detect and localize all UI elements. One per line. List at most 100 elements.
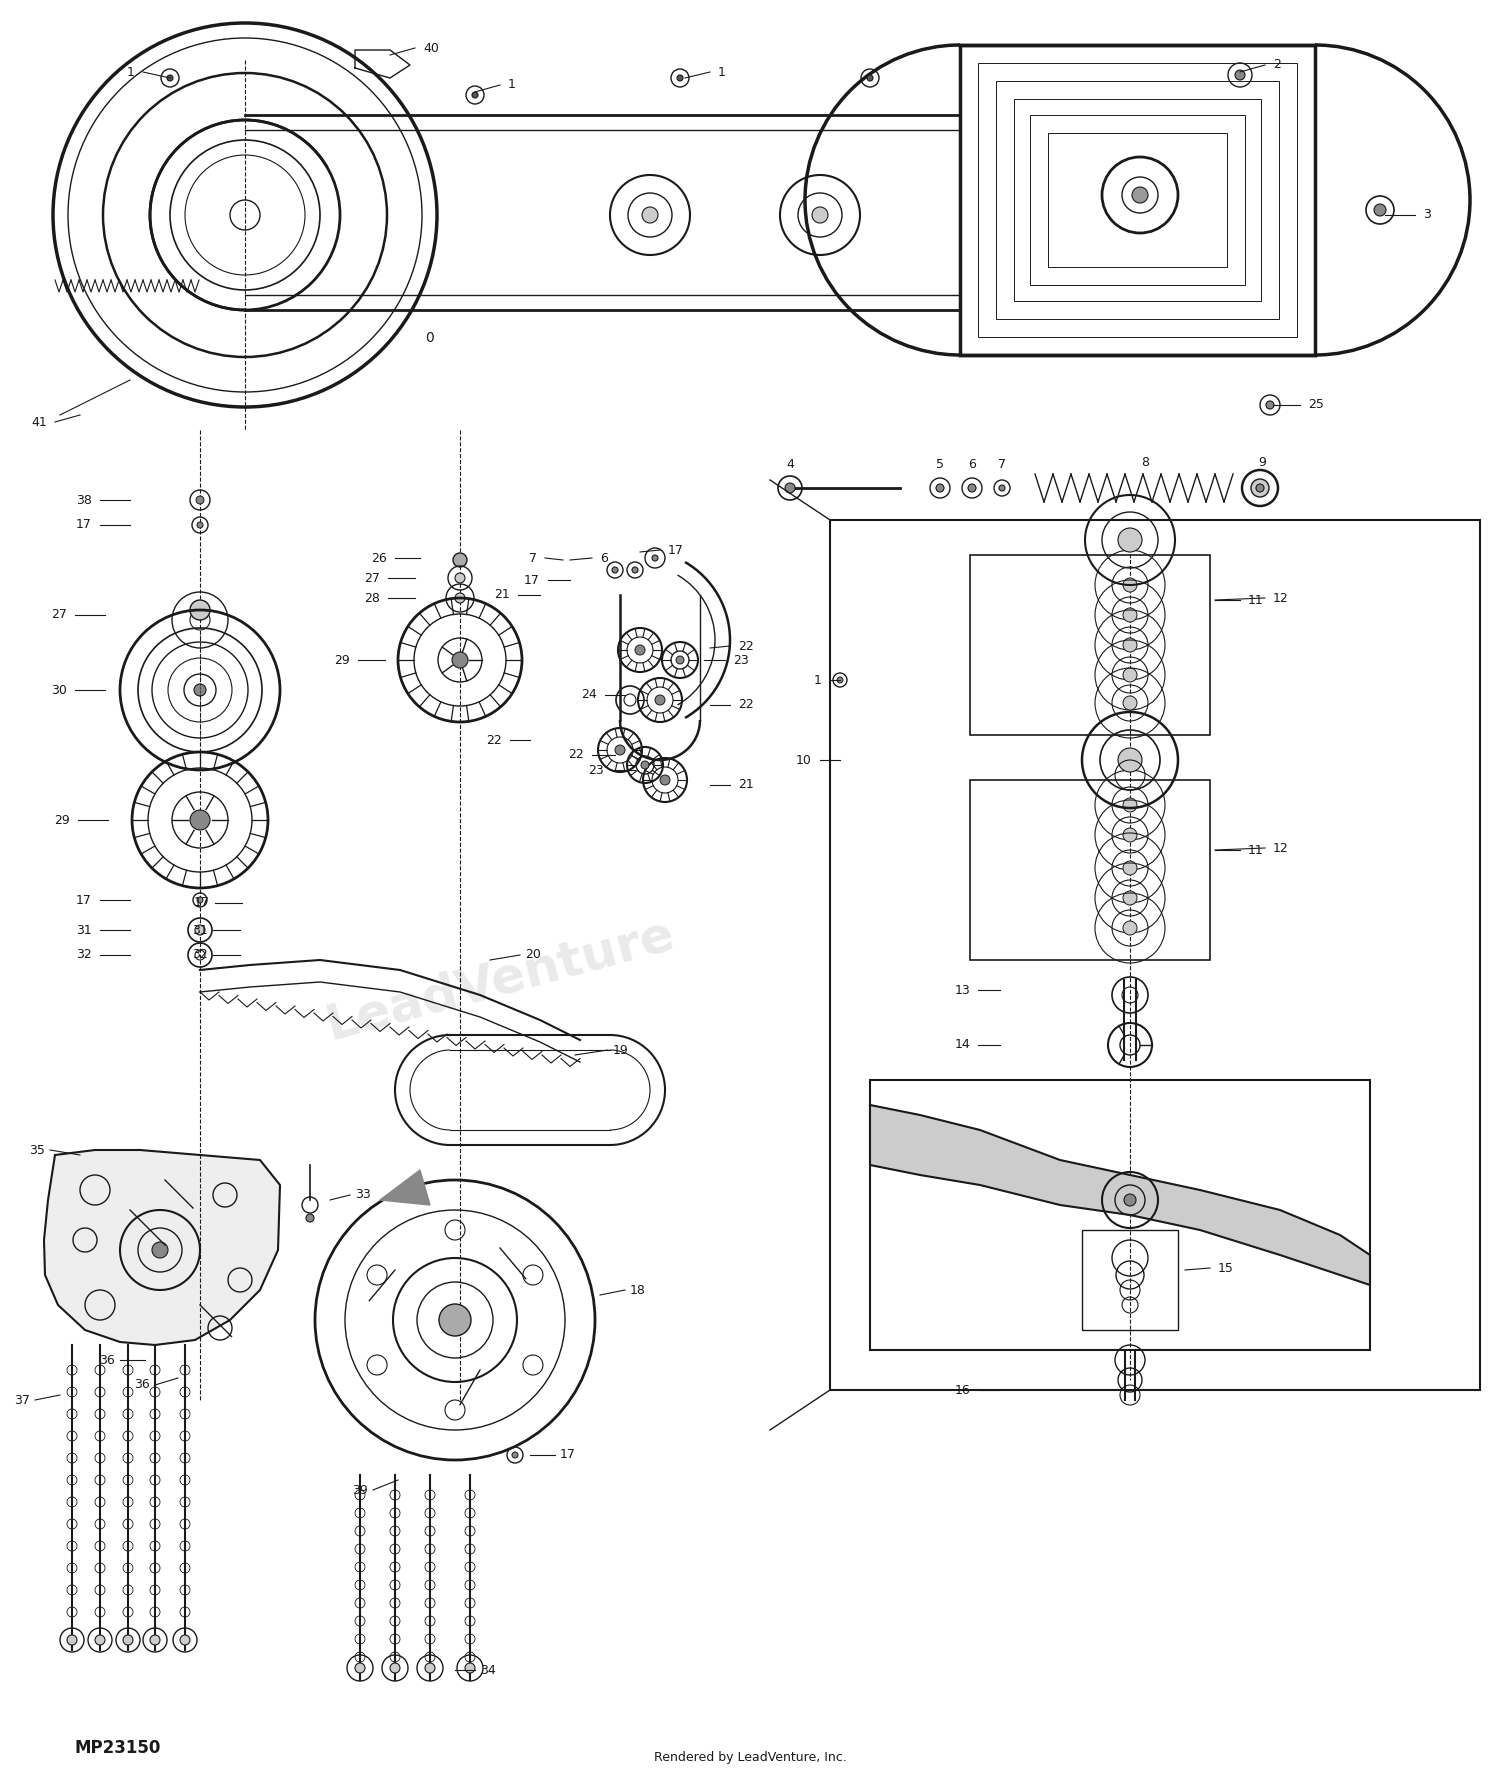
- Text: 11: 11: [1248, 594, 1263, 606]
- Circle shape: [390, 1662, 400, 1673]
- Text: 37: 37: [13, 1394, 30, 1406]
- Circle shape: [190, 599, 210, 621]
- Circle shape: [1256, 484, 1264, 493]
- Text: 26: 26: [372, 551, 387, 564]
- Circle shape: [180, 1636, 190, 1645]
- Circle shape: [1124, 578, 1137, 592]
- Text: 28: 28: [364, 592, 380, 605]
- Circle shape: [356, 1662, 364, 1673]
- Circle shape: [812, 206, 828, 222]
- Text: 23: 23: [588, 763, 604, 777]
- Circle shape: [1124, 669, 1137, 683]
- Text: 27: 27: [364, 571, 380, 585]
- Text: 34: 34: [480, 1664, 495, 1677]
- Circle shape: [1251, 478, 1269, 498]
- Text: 17: 17: [76, 519, 92, 532]
- Circle shape: [1266, 402, 1274, 409]
- Circle shape: [676, 656, 684, 663]
- Text: 29: 29: [334, 654, 350, 667]
- Circle shape: [1124, 829, 1137, 843]
- Circle shape: [1118, 528, 1142, 551]
- Text: 17: 17: [524, 574, 540, 587]
- Text: 12: 12: [1274, 592, 1288, 605]
- Circle shape: [1124, 638, 1137, 653]
- Circle shape: [123, 1636, 134, 1645]
- Text: 40: 40: [423, 41, 439, 55]
- Circle shape: [152, 1243, 168, 1259]
- Text: 18: 18: [630, 1284, 646, 1296]
- Circle shape: [424, 1662, 435, 1673]
- Text: 22: 22: [486, 734, 502, 747]
- Text: 36: 36: [99, 1353, 116, 1367]
- Text: 11: 11: [1248, 843, 1263, 857]
- Text: 14: 14: [954, 1038, 970, 1051]
- Text: 31: 31: [76, 923, 92, 937]
- Text: 10: 10: [796, 754, 812, 766]
- Circle shape: [634, 645, 645, 654]
- Text: 35: 35: [28, 1143, 45, 1156]
- Circle shape: [936, 484, 944, 493]
- Circle shape: [1124, 798, 1137, 813]
- Circle shape: [196, 523, 202, 528]
- Text: 2: 2: [1274, 59, 1281, 71]
- Circle shape: [452, 653, 468, 669]
- Circle shape: [1234, 69, 1245, 80]
- Circle shape: [652, 555, 658, 562]
- Circle shape: [1124, 1195, 1136, 1205]
- Circle shape: [512, 1453, 518, 1458]
- Circle shape: [640, 761, 650, 770]
- Text: 1: 1: [815, 674, 822, 686]
- Bar: [970, 555, 1210, 734]
- Text: 22: 22: [738, 640, 753, 653]
- Circle shape: [454, 594, 465, 603]
- Bar: [830, 519, 1480, 1390]
- Text: 7: 7: [530, 551, 537, 564]
- Circle shape: [632, 567, 638, 573]
- Text: MP23150: MP23150: [75, 1739, 162, 1757]
- Bar: [870, 1079, 1370, 1350]
- Circle shape: [968, 484, 976, 493]
- Circle shape: [440, 1303, 471, 1335]
- Text: 36: 36: [135, 1378, 150, 1392]
- Circle shape: [867, 75, 873, 82]
- Text: 33: 33: [356, 1188, 370, 1202]
- Circle shape: [94, 1636, 105, 1645]
- Text: 25: 25: [1308, 398, 1324, 411]
- Text: 19: 19: [614, 1044, 628, 1056]
- Text: 30: 30: [51, 683, 68, 697]
- Circle shape: [166, 75, 172, 82]
- Bar: [996, 82, 1280, 318]
- Circle shape: [196, 896, 202, 903]
- Circle shape: [1374, 204, 1386, 215]
- Text: Rendered by LeadVenture, Inc.: Rendered by LeadVenture, Inc.: [654, 1751, 846, 1764]
- Text: 17: 17: [668, 544, 684, 557]
- Text: 1: 1: [718, 66, 726, 78]
- Text: 0: 0: [426, 331, 435, 345]
- Circle shape: [642, 206, 658, 222]
- Text: 6: 6: [600, 551, 608, 564]
- Text: 22: 22: [738, 699, 753, 711]
- Text: 5: 5: [936, 459, 944, 471]
- Text: 17: 17: [76, 894, 92, 907]
- Circle shape: [612, 567, 618, 573]
- Text: 15: 15: [1218, 1262, 1234, 1275]
- Text: 21: 21: [738, 779, 753, 791]
- Circle shape: [676, 75, 682, 82]
- Text: 32: 32: [192, 948, 208, 962]
- Circle shape: [837, 677, 843, 683]
- Text: 3: 3: [1424, 208, 1431, 222]
- Text: 6: 6: [968, 459, 976, 471]
- Circle shape: [1124, 891, 1137, 905]
- Text: 29: 29: [54, 814, 70, 827]
- Text: 24: 24: [582, 688, 597, 702]
- Circle shape: [195, 925, 206, 935]
- Polygon shape: [380, 1170, 430, 1205]
- Bar: [1014, 100, 1262, 300]
- Text: 27: 27: [51, 608, 68, 622]
- Text: 38: 38: [76, 494, 92, 507]
- Text: 9: 9: [1258, 455, 1266, 468]
- Circle shape: [660, 775, 670, 786]
- Text: 8: 8: [1142, 455, 1149, 468]
- Circle shape: [465, 1662, 476, 1673]
- Polygon shape: [870, 1104, 1370, 1285]
